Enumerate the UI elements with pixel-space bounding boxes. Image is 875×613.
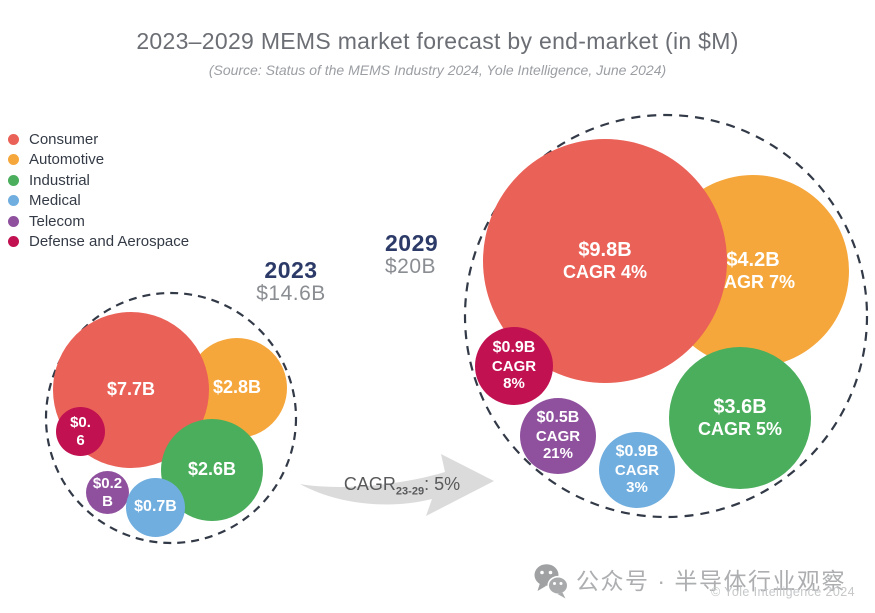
arrow-cagr-suffix: : 5%: [424, 474, 461, 494]
bubble-value: $0.9B: [615, 442, 659, 460]
bubble-value: $2.8B: [212, 377, 262, 398]
copyright-text: © Yole Intelligence 2024: [711, 585, 855, 599]
bubble-2023-medical: $0.7B: [126, 478, 185, 537]
defense-color-dot: [8, 236, 19, 248]
bubble-value: $2.6B: [187, 459, 237, 480]
arrow-swoosh-icon: [300, 454, 494, 516]
bubble-value: $4.2B: [726, 248, 780, 271]
legend-label: Automotive: [29, 151, 105, 169]
legend: Consumer Automotive Industrial Medical T…: [8, 129, 189, 252]
arrow-cagr-prefix: CAGR: [343, 474, 396, 494]
bubble-cagr: CAGR 4%: [562, 262, 647, 283]
consumer-color-dot: [8, 133, 19, 145]
bubble-value: $0.7B: [134, 498, 177, 516]
bubble-value: $7.7B: [106, 379, 156, 400]
legend-item-telecom: Telecom: [8, 211, 189, 232]
legend-label: Defense and Aerospace: [29, 233, 190, 251]
legend-label: Medical: [29, 192, 81, 210]
page-title: 2023–2029 MEMS market forecast by end-ma…: [136, 28, 739, 54]
bubble-value: $0.9B: [492, 338, 536, 356]
arrow-cagr-subscript: 23-29: [395, 485, 425, 498]
cluster-2029-boundary: [463, 113, 869, 519]
bubble-2023-defense: $0. 6: [56, 407, 105, 456]
cluster-2023-header: 2023 $14.6B: [248, 258, 334, 306]
bubble-2029-telecom: $0.5B CAGR 21%: [520, 398, 596, 474]
telecom-color-dot: [8, 215, 19, 227]
bubble-value: $9.8B: [578, 238, 632, 261]
bubble-value: $0.5B: [536, 408, 580, 426]
legend-item-automotive: Automotive: [8, 150, 189, 171]
year-2023-label: 2023: [264, 257, 318, 283]
bubble-cagr: CAGR 5%: [697, 419, 782, 440]
bubble-cagr: CAGR 3%: [614, 461, 660, 497]
automotive-color-dot: [8, 154, 19, 166]
industrial-color-dot: [8, 174, 19, 186]
legend-item-consumer: Consumer: [8, 129, 189, 150]
bubble-2029-defense: $0.9B CAGR 8%: [475, 327, 553, 405]
legend-label: Consumer: [29, 130, 99, 148]
legend-item-industrial: Industrial: [8, 170, 189, 191]
medical-color-dot: [8, 195, 19, 207]
bubble-2029-medical: $0.9B CAGR 3%: [599, 432, 675, 508]
wechat-watermark-text: 公众号 · 半导体行业观察: [576, 568, 846, 594]
bubble-cagr: CAGR 8%: [491, 357, 537, 393]
legend-label: Industrial: [29, 171, 90, 189]
total-2023-label: $14.6B: [256, 281, 326, 305]
legend-label: Telecom: [29, 212, 85, 230]
arrow-cagr-label: CAGR23-29: 5%: [332, 474, 472, 498]
bubble-2029-industrial: $3.6B CAGR 5%: [669, 347, 811, 489]
bubble-cagr: CAGR 21%: [535, 427, 581, 463]
cluster-2023-boundary: [44, 291, 298, 545]
bubble-2023-telecom: $0.2 B: [86, 471, 129, 514]
legend-item-defense: Defense and Aerospace: [8, 232, 189, 253]
growth-arrow: CAGR23-29: 5%: [296, 448, 501, 526]
cluster-2029-header: 2029 $20B: [385, 231, 475, 279]
bubble-value: $3.6B: [713, 395, 767, 418]
source-subtitle: (Source: Status of the MEMS Industry 202…: [208, 62, 667, 78]
bubble-value: $0.2 B: [92, 474, 123, 510]
legend-item-medical: Medical: [8, 191, 189, 212]
wechat-icon: [534, 564, 569, 599]
bubble-value: $0. 6: [70, 413, 91, 449]
total-2029-label: $20B: [385, 254, 437, 278]
year-2029-label: 2029: [385, 230, 439, 256]
